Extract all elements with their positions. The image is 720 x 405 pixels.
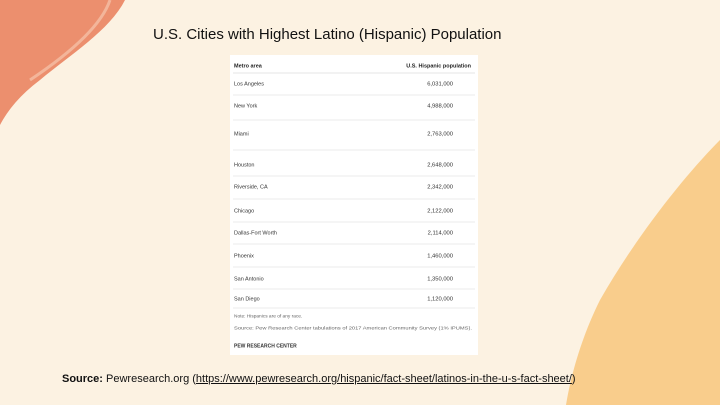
table-cell: Houston [234,162,255,168]
table-cell: 2,342,000 [427,185,453,191]
table-cell: Dallas-Fort Worth [234,230,277,236]
corner-shape [0,0,125,125]
table-cell: 4,988,000 [427,104,453,110]
table-cell: 2,114,000 [428,231,453,237]
table-cell: 2,122,000 [427,209,453,215]
header-cell: Metro area [234,63,263,69]
corner-shape-2 [566,140,720,405]
source-label: Source: [62,373,103,385]
table-cell: 1,350,000 [427,277,453,283]
table-cell: Los Angeles [234,81,264,87]
corner-curve [29,0,112,82]
source-end: ) [571,373,576,385]
slide-title: U.S. Cities with Highest Latino (Hispani… [153,26,502,43]
source-text: Pewresearch.org ( [106,373,196,385]
table-note: Source: Pew Research Center tabulations … [234,325,472,331]
table-cell: Miami [234,131,249,137]
table-cell: San Antonio [234,276,264,282]
table-cell: 2,648,000 [427,163,453,169]
table-cell: San Diego [234,296,260,302]
table-bg [230,55,478,355]
table-cell: Riverside, CA [234,184,268,190]
table-cell: New York [234,103,257,109]
table-note: Note: Hispanics are of any race. [234,313,302,319]
table-cell: 6,031,000 [427,82,453,88]
source-link[interactable]: https://www.pewresearch.org/hispanic/fac… [195,373,572,385]
table-cell: Phoenix [234,253,254,259]
table-cell: Chicago [234,208,254,214]
table-credit: PEW RESEARCH CENTER [234,343,297,349]
table-cell: 1,460,000 [427,254,453,260]
table-image: Metro area U.S. Hispanic population Los An… [230,55,478,355]
source-line: Source: Pewresearch.org (https://www.pew… [62,373,576,385]
table-cell: 2,763,000 [427,132,453,138]
table-cell: 1,120,000 [427,297,453,303]
header-cell: U.S. Hispanic population [406,63,471,69]
